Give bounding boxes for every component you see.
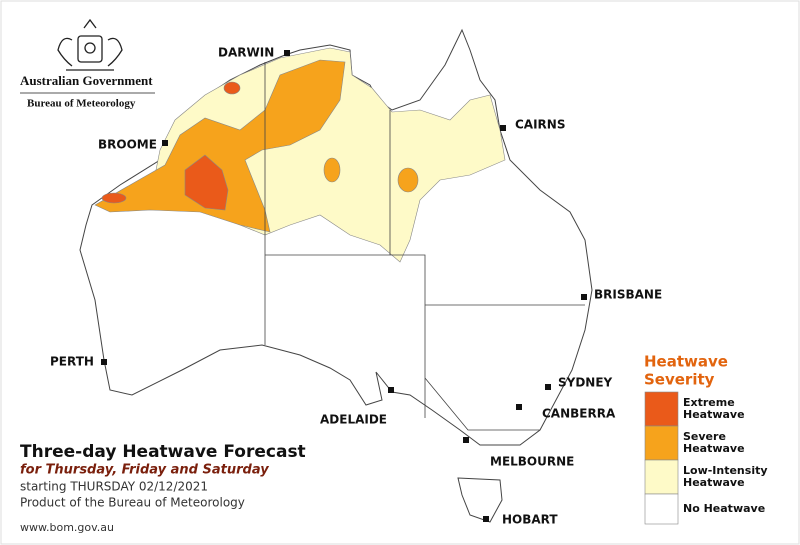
product: Product of the Bureau of Meteorology bbox=[20, 496, 245, 510]
city-label: CAIRNS bbox=[515, 118, 565, 132]
crest bbox=[57, 18, 123, 71]
agency: Australian Government bbox=[20, 73, 153, 88]
legend-swatch bbox=[644, 391, 679, 427]
extreme-spot bbox=[101, 192, 127, 204]
city-marker bbox=[483, 516, 489, 522]
city-marker bbox=[516, 404, 522, 410]
city-label: ADELAIDE bbox=[320, 413, 387, 427]
url: www.bom.gov.au bbox=[20, 521, 114, 534]
legend-title: Severity bbox=[644, 371, 715, 389]
city-label: HOBART bbox=[502, 513, 558, 527]
city-marker bbox=[463, 437, 469, 443]
city-label: BRISBANE bbox=[594, 288, 662, 302]
city-marker bbox=[162, 140, 168, 146]
city-marker bbox=[545, 384, 551, 390]
legend-label: Heatwave bbox=[683, 408, 745, 421]
city-label: BROOME bbox=[98, 138, 157, 152]
legend-label: No Heatwave bbox=[683, 502, 765, 515]
legend-label: Severe bbox=[683, 430, 726, 443]
city-marker bbox=[500, 125, 506, 131]
extreme-spot bbox=[223, 81, 241, 95]
extreme-zone bbox=[184, 154, 229, 211]
title: Three-day Heatwave Forecast bbox=[20, 442, 306, 462]
city-marker bbox=[388, 387, 394, 393]
legend-label: Low-Intensity bbox=[683, 464, 768, 477]
legend-swatch bbox=[644, 493, 679, 525]
state-borders bbox=[264, 62, 585, 431]
city-marker bbox=[284, 50, 290, 56]
city-label: SYDNEY bbox=[558, 376, 613, 390]
legend-label: Heatwave bbox=[683, 442, 745, 455]
legend-label: Heatwave bbox=[683, 476, 745, 489]
severe-zone bbox=[94, 59, 346, 233]
legend-label: Extreme bbox=[683, 396, 735, 409]
bureau: Bureau of Meteorology bbox=[27, 98, 136, 110]
city-marker bbox=[581, 294, 587, 300]
severe-spot bbox=[323, 157, 341, 183]
legend-swatch bbox=[644, 459, 679, 495]
city-label: PERTH bbox=[50, 355, 94, 369]
city-label: CANBERRA bbox=[542, 407, 616, 421]
starting-date: starting THURSDAY 02/12/2021 bbox=[20, 480, 208, 494]
legend-swatch bbox=[644, 425, 679, 461]
city-label: DARWIN bbox=[218, 46, 274, 60]
city-label: MELBOURNE bbox=[490, 455, 574, 469]
subtitle: for Thursday, Friday and Saturday bbox=[20, 463, 269, 478]
city-marker bbox=[101, 359, 107, 365]
tasmania bbox=[457, 477, 503, 523]
legend-title: Heatwave bbox=[644, 353, 728, 371]
severe-spot bbox=[397, 167, 419, 193]
